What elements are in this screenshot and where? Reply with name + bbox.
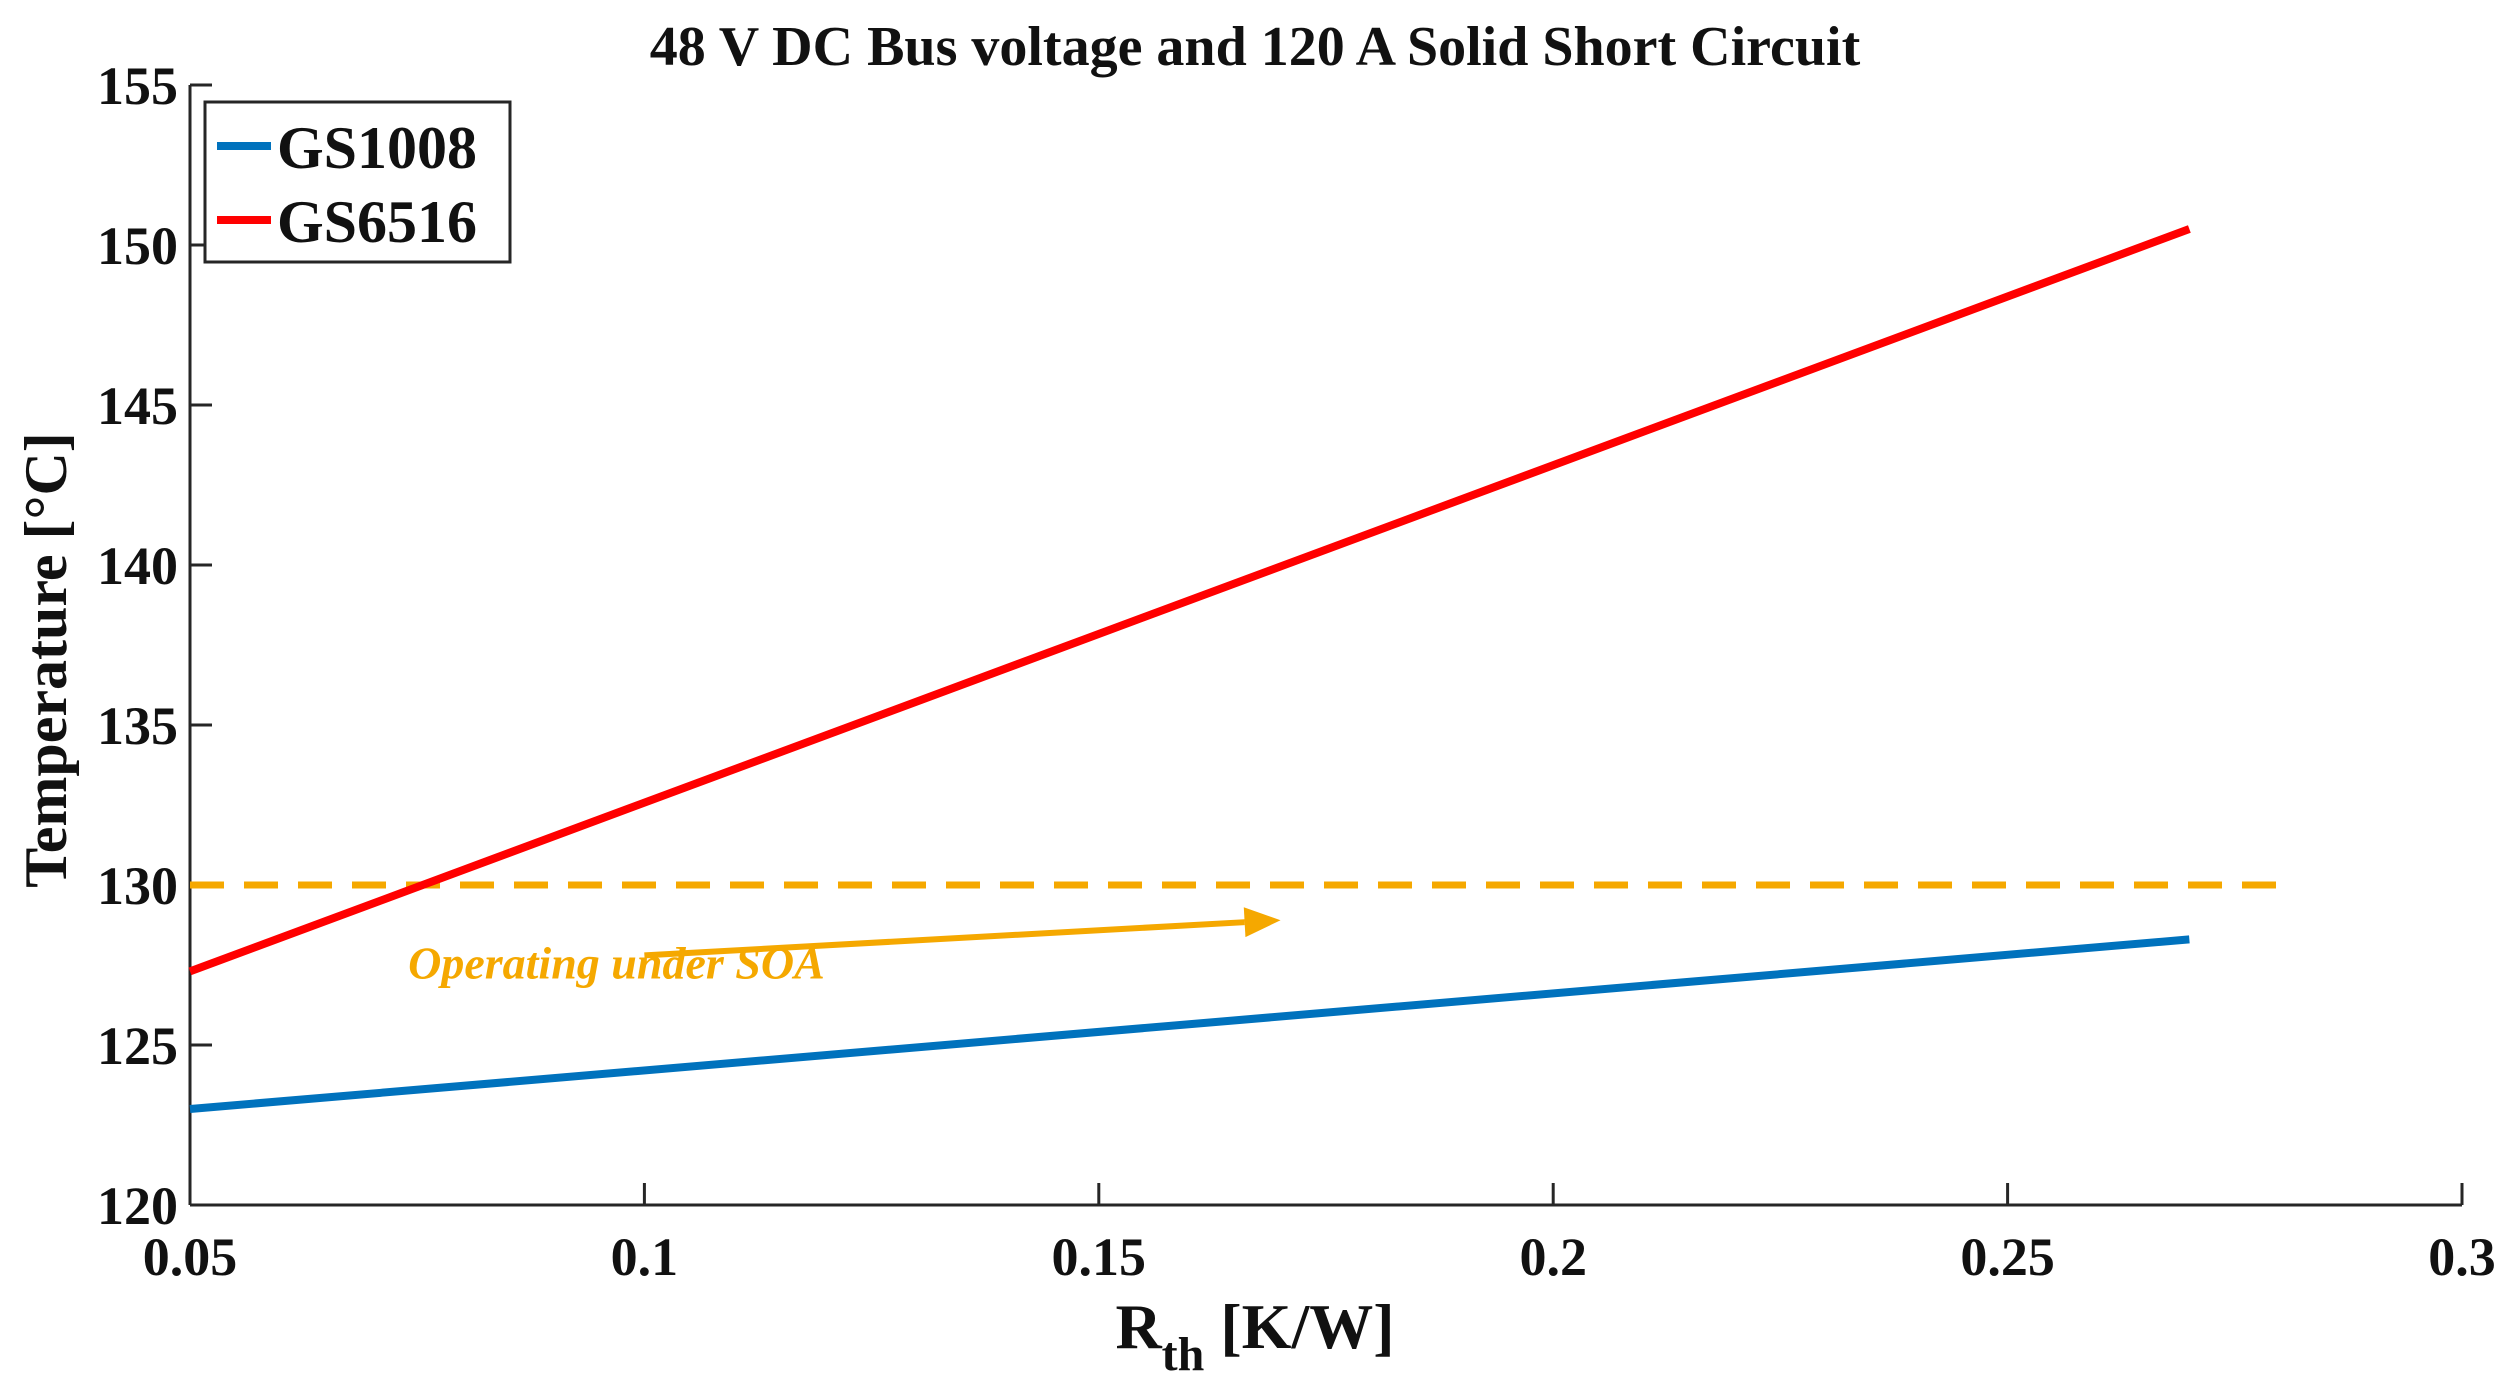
annotation-arrow-shaft bbox=[644, 919, 1245, 959]
series-line-gs1008 bbox=[189, 935, 2190, 1113]
x-tick-label: 0.3 bbox=[2428, 1227, 2496, 1287]
x-tick-label: 0.15 bbox=[1052, 1227, 1147, 1287]
x-tick-label: 0.1 bbox=[611, 1227, 679, 1287]
x-axis-label-main: R bbox=[1115, 1291, 1162, 1362]
chart-title: 48 V DC Bus voltage and 120 A Solid Shor… bbox=[650, 16, 1861, 78]
y-tick-label: 145 bbox=[97, 376, 178, 436]
y-tick-label: 130 bbox=[97, 856, 178, 916]
ticks: 0.05 0.1 0.15 0.2 0.25 0.3 120 125 130 135 140 145 1… bbox=[97, 56, 2496, 1287]
x-tick-label: 0.25 bbox=[1960, 1227, 2055, 1287]
legend-label-gs6516: GS6516 bbox=[277, 189, 477, 255]
x-tick-label: 0.2 bbox=[1519, 1227, 1587, 1287]
x-axis-label: Rth [K/W] bbox=[1115, 1291, 1394, 1381]
x-tick-label: 0.05 bbox=[143, 1227, 238, 1287]
y-tick-label: 150 bbox=[97, 216, 178, 276]
series-line-gs6516 bbox=[188, 225, 2191, 976]
legend-box bbox=[203, 100, 512, 264]
x-axis-label-subscript: th bbox=[1162, 1328, 1205, 1381]
x-axis-label-unit: [K/W] bbox=[1204, 1291, 1394, 1362]
y-tick-label: 135 bbox=[97, 696, 178, 756]
annotation-text: Operating under SOA bbox=[408, 938, 825, 989]
y-tick-label: 140 bbox=[97, 536, 178, 596]
y-axis-label: Temperature [°C] bbox=[13, 432, 79, 888]
legend: GS1008 GS6516 bbox=[203, 100, 512, 264]
y-tick-label: 155 bbox=[97, 56, 178, 116]
y-tick-label: 120 bbox=[97, 1176, 178, 1236]
legend-label-gs1008: GS1008 bbox=[277, 115, 477, 181]
axes bbox=[188, 85, 2462, 1207]
plot-area: Operating under SOA bbox=[188, 225, 2281, 1113]
annotation-arrow-head bbox=[1243, 907, 1281, 938]
y-tick-label: 125 bbox=[97, 1016, 178, 1076]
